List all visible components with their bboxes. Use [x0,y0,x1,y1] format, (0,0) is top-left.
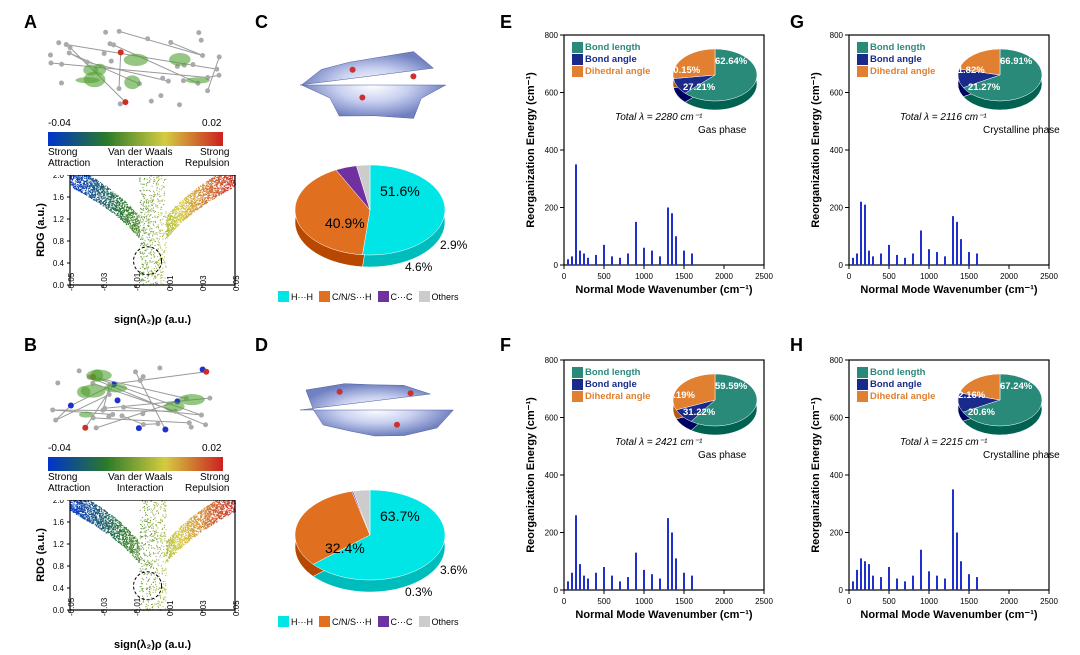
pie-pct-bl: 62.64% [715,56,747,67]
nci-colorbar [48,457,223,471]
pie-pct-bl: 66.91% [1000,56,1032,67]
pie-label-0: 63.7% [380,508,420,524]
svg-text:-0.03: -0.03 [100,272,109,291]
contact-legend: H···HC/N/S···HC···COthers [278,288,465,306]
total-lambda: Total λ = 2116 cm⁻¹ [900,112,987,123]
panel-F: 020040060080005001000150020002500Normal … [520,345,780,645]
total-lambda: Total λ = 2280 cm⁻¹ [615,112,702,123]
panel-label-E: E [500,12,512,33]
panel-C: 51.6% 40.9% 4.6% 2.9% H···HC/N/S···HC···COth… [270,20,480,320]
cb-label-mid: Van der Waals Interaction [108,147,172,169]
cb-label-mid: Van der Waals Interaction [108,472,172,494]
pie-pct-da: 27.21% [683,82,715,93]
contact-pie [270,20,480,300]
pie-label-2: 0.3% [405,585,432,599]
molecule-structure [40,20,230,115]
pie-pct-da: 31.22% [683,407,715,418]
rdg-scatter: 0.00.40.81.21.62.0-0.05-0.03-0.010.010.0… [30,500,245,650]
colorbar-max: 0.02 [202,443,221,454]
panel-E: 020040060080005001000150020002500Normal … [520,20,780,320]
pie-label-3: 3.6% [440,563,467,577]
phase: Gas phase [698,125,746,136]
svg-text:0.03: 0.03 [199,275,208,291]
panel-D: 63.7% 32.4% 0.3% 3.6% H···HC/N/S···HC···COth… [270,345,480,645]
colorbar-min: -0.04 [48,118,71,129]
reorg-pie [520,345,780,485]
svg-text:0.05: 0.05 [232,275,241,291]
pie-pct-bl: 67.24% [1000,381,1032,392]
pie-pct-ba: 10.15% [668,65,700,76]
svg-text:sign(λ₂)ρ (a.u.): sign(λ₂)ρ (a.u.) [114,314,191,325]
nci-colorbar [48,132,223,146]
pie-pct-ba: 11.82% [953,65,985,76]
panel-A: -0.04 0.02 Strong Attraction Van der Waals … [30,20,240,320]
pie-label-1: 32.4% [325,540,365,556]
panel-G: 020040060080005001000150020002500Normal … [805,20,1065,320]
colorbar-min: -0.04 [48,443,71,454]
pie-pct-ba: 9.19% [668,390,695,401]
reorg-pie [805,20,1065,160]
contact-legend: H···HC/N/S···HC···COthers [278,613,465,631]
cb-label-left: Strong Attraction [48,472,90,494]
molecule-structure [40,345,230,440]
cb-label-left: Strong Attraction [48,147,90,169]
pie-pct-da: 20.6% [968,407,995,418]
svg-text:RDG (a.u.): RDG (a.u.) [35,203,47,257]
pie-label-1: 40.9% [325,215,365,231]
svg-text:0.0: 0.0 [53,281,65,290]
cb-label-right: Strong Repulsion [185,472,229,494]
panel-B: -0.04 0.02 Strong Attraction Van der Waals … [30,345,240,645]
panel-label-D: D [255,335,268,356]
svg-text:0.8: 0.8 [53,237,65,246]
reorg-pie [520,20,780,160]
panel-label-F: F [500,335,511,356]
panel-label-G: G [790,12,804,33]
svg-text:1.6: 1.6 [53,193,65,202]
svg-text:0.4: 0.4 [53,259,65,268]
pie-pct-ba: 12.16% [953,390,985,401]
pie-label-0: 51.6% [380,183,420,199]
cb-label-right: Strong Repulsion [185,147,229,169]
svg-text:0.01: 0.01 [166,275,175,291]
svg-text:1.2: 1.2 [53,215,65,224]
pie-pct-bl: 59.59% [715,381,747,392]
total-lambda: Total λ = 2421 cm⁻¹ [615,437,702,448]
colorbar-max: 0.02 [202,118,221,129]
panel-label-H: H [790,335,803,356]
total-lambda: Total λ = 2215 cm⁻¹ [900,437,987,448]
svg-text:-0.01: -0.01 [133,272,142,291]
rdg-scatter: 0.0 0.4 0.8 1.2 1.6 2.0 -0.05 -0.03 -0.01 0.01 0.0… [30,175,245,325]
phase: Crystalline phase [983,450,1060,461]
panel-label-C: C [255,12,268,33]
svg-text:2.0: 2.0 [53,175,65,180]
panel-H: 020040060080005001000150020002500Normal … [805,345,1065,645]
phase: Crystalline phase [983,125,1060,136]
svg-text:-0.05: -0.05 [67,272,76,291]
phase: Gas phase [698,450,746,461]
pie-pct-da: 21.27% [968,82,1000,93]
contact-pie [270,345,480,625]
pie-label-3: 2.9% [440,238,467,252]
reorg-pie [805,345,1065,485]
pie-label-2: 4.6% [405,260,432,274]
